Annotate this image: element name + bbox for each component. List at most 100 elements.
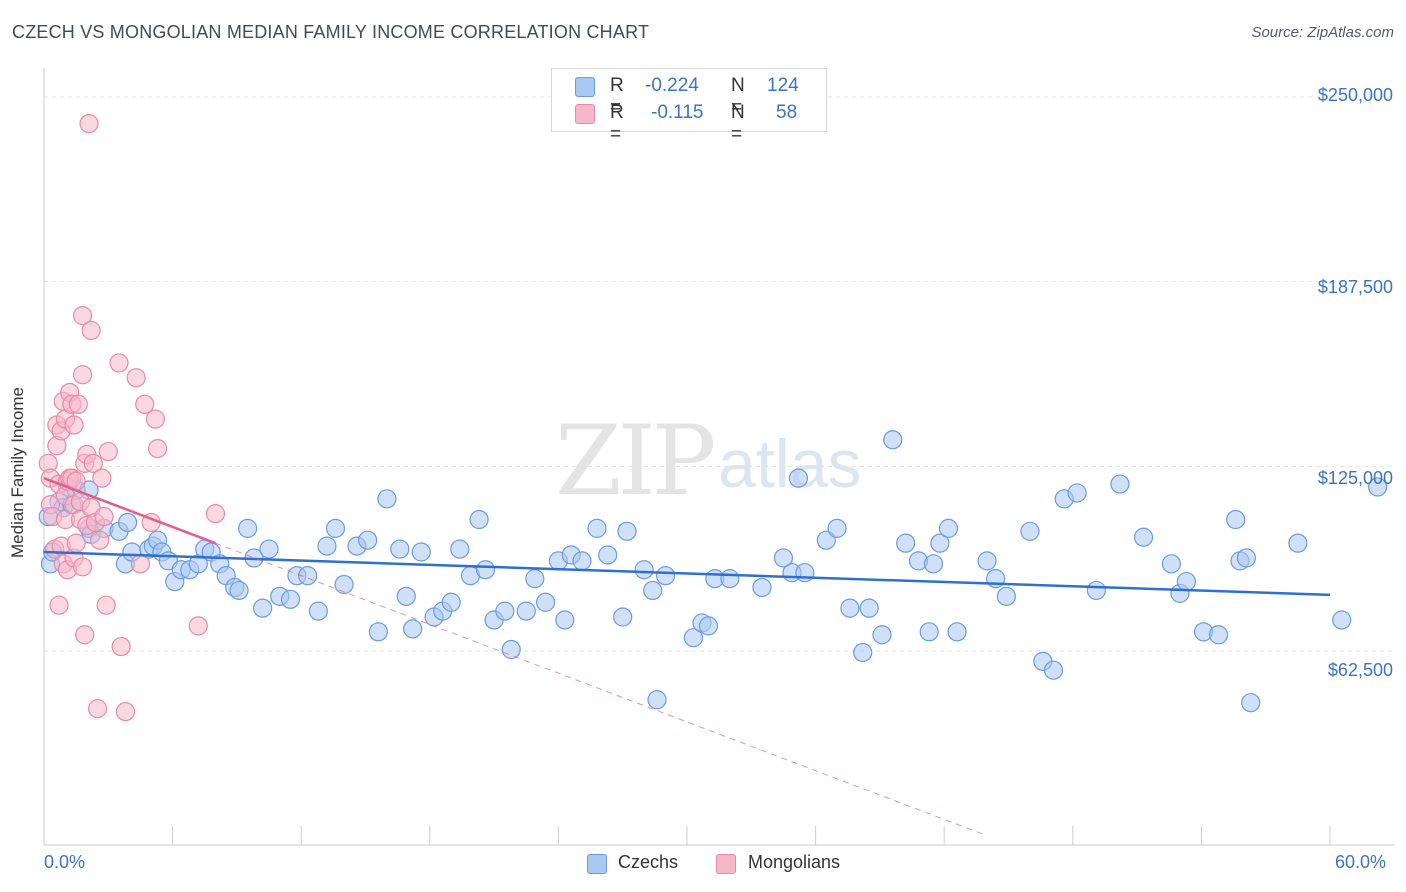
- mongolian-data-point: [188, 616, 208, 636]
- czech-data-point: [872, 625, 892, 645]
- czech-data-point: [525, 569, 545, 589]
- mongolian-data-point: [115, 701, 136, 722]
- mongolian-r-value: -0.115: [651, 102, 704, 123]
- mongolian-n-label: N =: [731, 102, 745, 145]
- czech-data-point: [598, 545, 618, 565]
- czech-data-point: [816, 530, 836, 550]
- czech-data-point: [411, 542, 431, 562]
- czech-data-point: [923, 554, 944, 574]
- czech-data-point: [403, 619, 423, 639]
- czechs-legend-label: Czechs: [618, 852, 679, 872]
- czech-data-point: [1226, 509, 1246, 530]
- czech-data-point: [1020, 521, 1040, 541]
- czech-data-point: [1368, 477, 1388, 497]
- mongolian-data-point: [94, 506, 114, 527]
- czech-data-point: [788, 468, 809, 488]
- czech-swatch-icon: [575, 77, 595, 97]
- czech-data-point: [368, 622, 388, 642]
- czech-data-point: [117, 512, 138, 533]
- czech-data-point: [358, 530, 378, 550]
- czech-data-point: [535, 592, 556, 612]
- czech-data-point: [1176, 571, 1196, 592]
- czech-data-point: [1086, 580, 1106, 601]
- mongolian-data-point: [72, 365, 93, 385]
- mongolian-data-point: [145, 409, 166, 429]
- czech-data-point: [377, 489, 397, 509]
- czech-data-point: [1208, 625, 1229, 645]
- czech-data-point: [317, 536, 337, 556]
- czech-data-point: [883, 430, 903, 450]
- source-credit: Source: ZipAtlas.com: [1251, 24, 1394, 41]
- mongolian-data-point: [79, 113, 99, 134]
- czech-r-label: R =: [610, 75, 624, 118]
- mongolian-data-point: [98, 441, 118, 462]
- czech-data-point: [859, 598, 879, 618]
- czech-data-point: [1288, 533, 1308, 553]
- czech-data-point: [840, 598, 860, 618]
- mongolian-data-point: [81, 320, 101, 341]
- czech-data-point: [495, 601, 515, 621]
- czech-data-point: [795, 563, 815, 583]
- mongolian-data-point: [96, 595, 116, 615]
- y-tick-label: $187,500: [1317, 277, 1393, 297]
- czech-data-point: [229, 580, 249, 601]
- czech-data-point: [1332, 610, 1352, 630]
- mongolian-data-point: [130, 554, 151, 574]
- mongolian-data-point: [147, 439, 168, 459]
- mongolian-data-point: [135, 394, 155, 414]
- czech-data-point: [773, 548, 794, 568]
- mongolian-data-point: [68, 394, 88, 414]
- czech-data-point: [896, 533, 916, 553]
- czech-n-label: N =: [731, 75, 745, 118]
- czech-data-point: [683, 628, 704, 648]
- czech-data-point: [655, 566, 676, 586]
- czech-data-point: [325, 518, 346, 538]
- czech-data-point: [396, 586, 416, 606]
- czech-data-point: [827, 518, 847, 538]
- czech-data-point: [1241, 693, 1261, 713]
- y-axis-label: Median Family Income: [8, 386, 27, 558]
- czech-data-point: [977, 551, 997, 571]
- czech-data-point: [516, 601, 536, 621]
- czech-data-point: [238, 518, 258, 538]
- chart-title: CZECH VS MONGOLIAN MEDIAN FAMILY INCOME …: [12, 22, 650, 42]
- czech-data-point: [1236, 548, 1257, 568]
- mongolian-trend-extension: [215, 542, 988, 837]
- czech-data-point: [698, 616, 719, 636]
- czech-n-value: 124: [767, 75, 799, 96]
- czech-data-point: [555, 610, 575, 630]
- czech-data-point: [947, 622, 967, 642]
- mongolian-data-point: [109, 353, 129, 373]
- czech-data-point: [334, 574, 354, 595]
- mongolian-data-point: [126, 368, 146, 388]
- mongolians-legend-icon: [716, 854, 736, 874]
- mongolian-trend-line: [43, 476, 216, 545]
- czech-data-point: [752, 577, 772, 598]
- czech-data-point: [572, 551, 592, 571]
- czech-data-point: [617, 521, 637, 541]
- czech-data-point: [469, 509, 489, 530]
- czech-data-point: [1110, 474, 1130, 494]
- mongolian-swatch-icon: [575, 104, 595, 124]
- czech-data-point: [441, 592, 461, 612]
- czech-data-point: [475, 560, 496, 580]
- y-tick-label: $62,500: [1327, 660, 1393, 680]
- czech-data-point: [919, 622, 939, 642]
- correlation-legend: R = -0.224 N = 124 R = -0.115 N = 58: [551, 68, 827, 145]
- czech-data-point: [390, 539, 410, 559]
- mongolian-r-label: R =: [610, 102, 624, 145]
- watermark-atlas: atlas: [718, 426, 862, 502]
- x-tick-label-max: 60.0%: [1335, 852, 1387, 872]
- mongolian-data-point: [64, 415, 84, 435]
- czech-data-point: [253, 598, 273, 618]
- x-tick-label-min: 0.0%: [44, 852, 86, 872]
- mongolian-data-point: [66, 533, 86, 553]
- mongolian-data-point: [111, 636, 131, 657]
- y-tick-label: $250,000: [1317, 85, 1393, 105]
- mongolian-data-point: [92, 468, 112, 488]
- watermark-zip: ZIP: [555, 405, 716, 517]
- mongolian-data-point: [72, 557, 93, 577]
- czech-data-point: [853, 642, 873, 663]
- mongolian-data-point: [49, 595, 69, 615]
